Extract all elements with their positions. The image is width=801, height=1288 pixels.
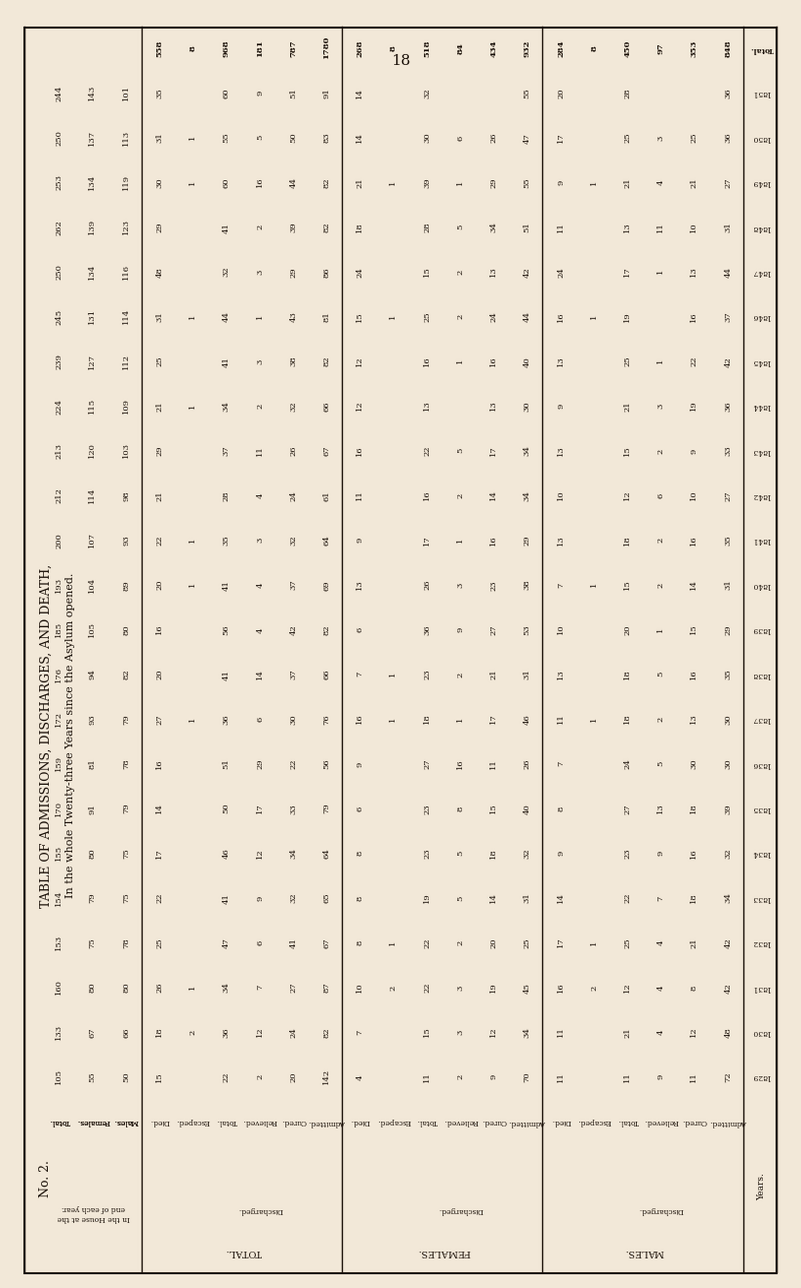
Text: 18: 18 xyxy=(391,54,410,68)
